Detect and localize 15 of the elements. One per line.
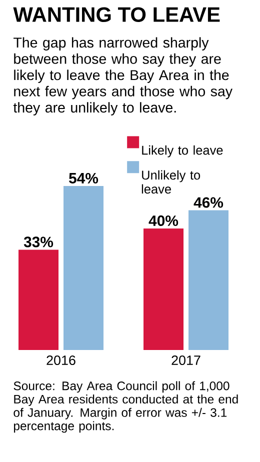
chart-title: WANTING TO LEAVE xyxy=(13,7,220,22)
data-label: 54% xyxy=(69,172,98,184)
bar xyxy=(64,186,104,350)
legend-label: Likely to leave xyxy=(142,145,223,158)
chart-subtitle: The gap has narrowed sharply between those who say they are likely to leave the Bay Area in the next few years and those who say they are unlikely to leave. xyxy=(13,37,232,116)
x-tick-label: 2016 xyxy=(46,356,76,366)
bar xyxy=(144,228,184,350)
data-label: 40% xyxy=(148,215,178,226)
bar xyxy=(188,210,229,350)
bar xyxy=(18,250,58,350)
x-tick-label: 2017 xyxy=(172,356,200,366)
data-label: 33% xyxy=(24,236,54,248)
source-note: Source: Bay Area Council poll of 1,000 Bay Area residents conducted at the end of January. Margin of error was +/- 3.1 percentage points. xyxy=(14,381,238,433)
data-label: 46% xyxy=(194,197,224,208)
legend-label: Unlikely to leave xyxy=(142,170,200,194)
